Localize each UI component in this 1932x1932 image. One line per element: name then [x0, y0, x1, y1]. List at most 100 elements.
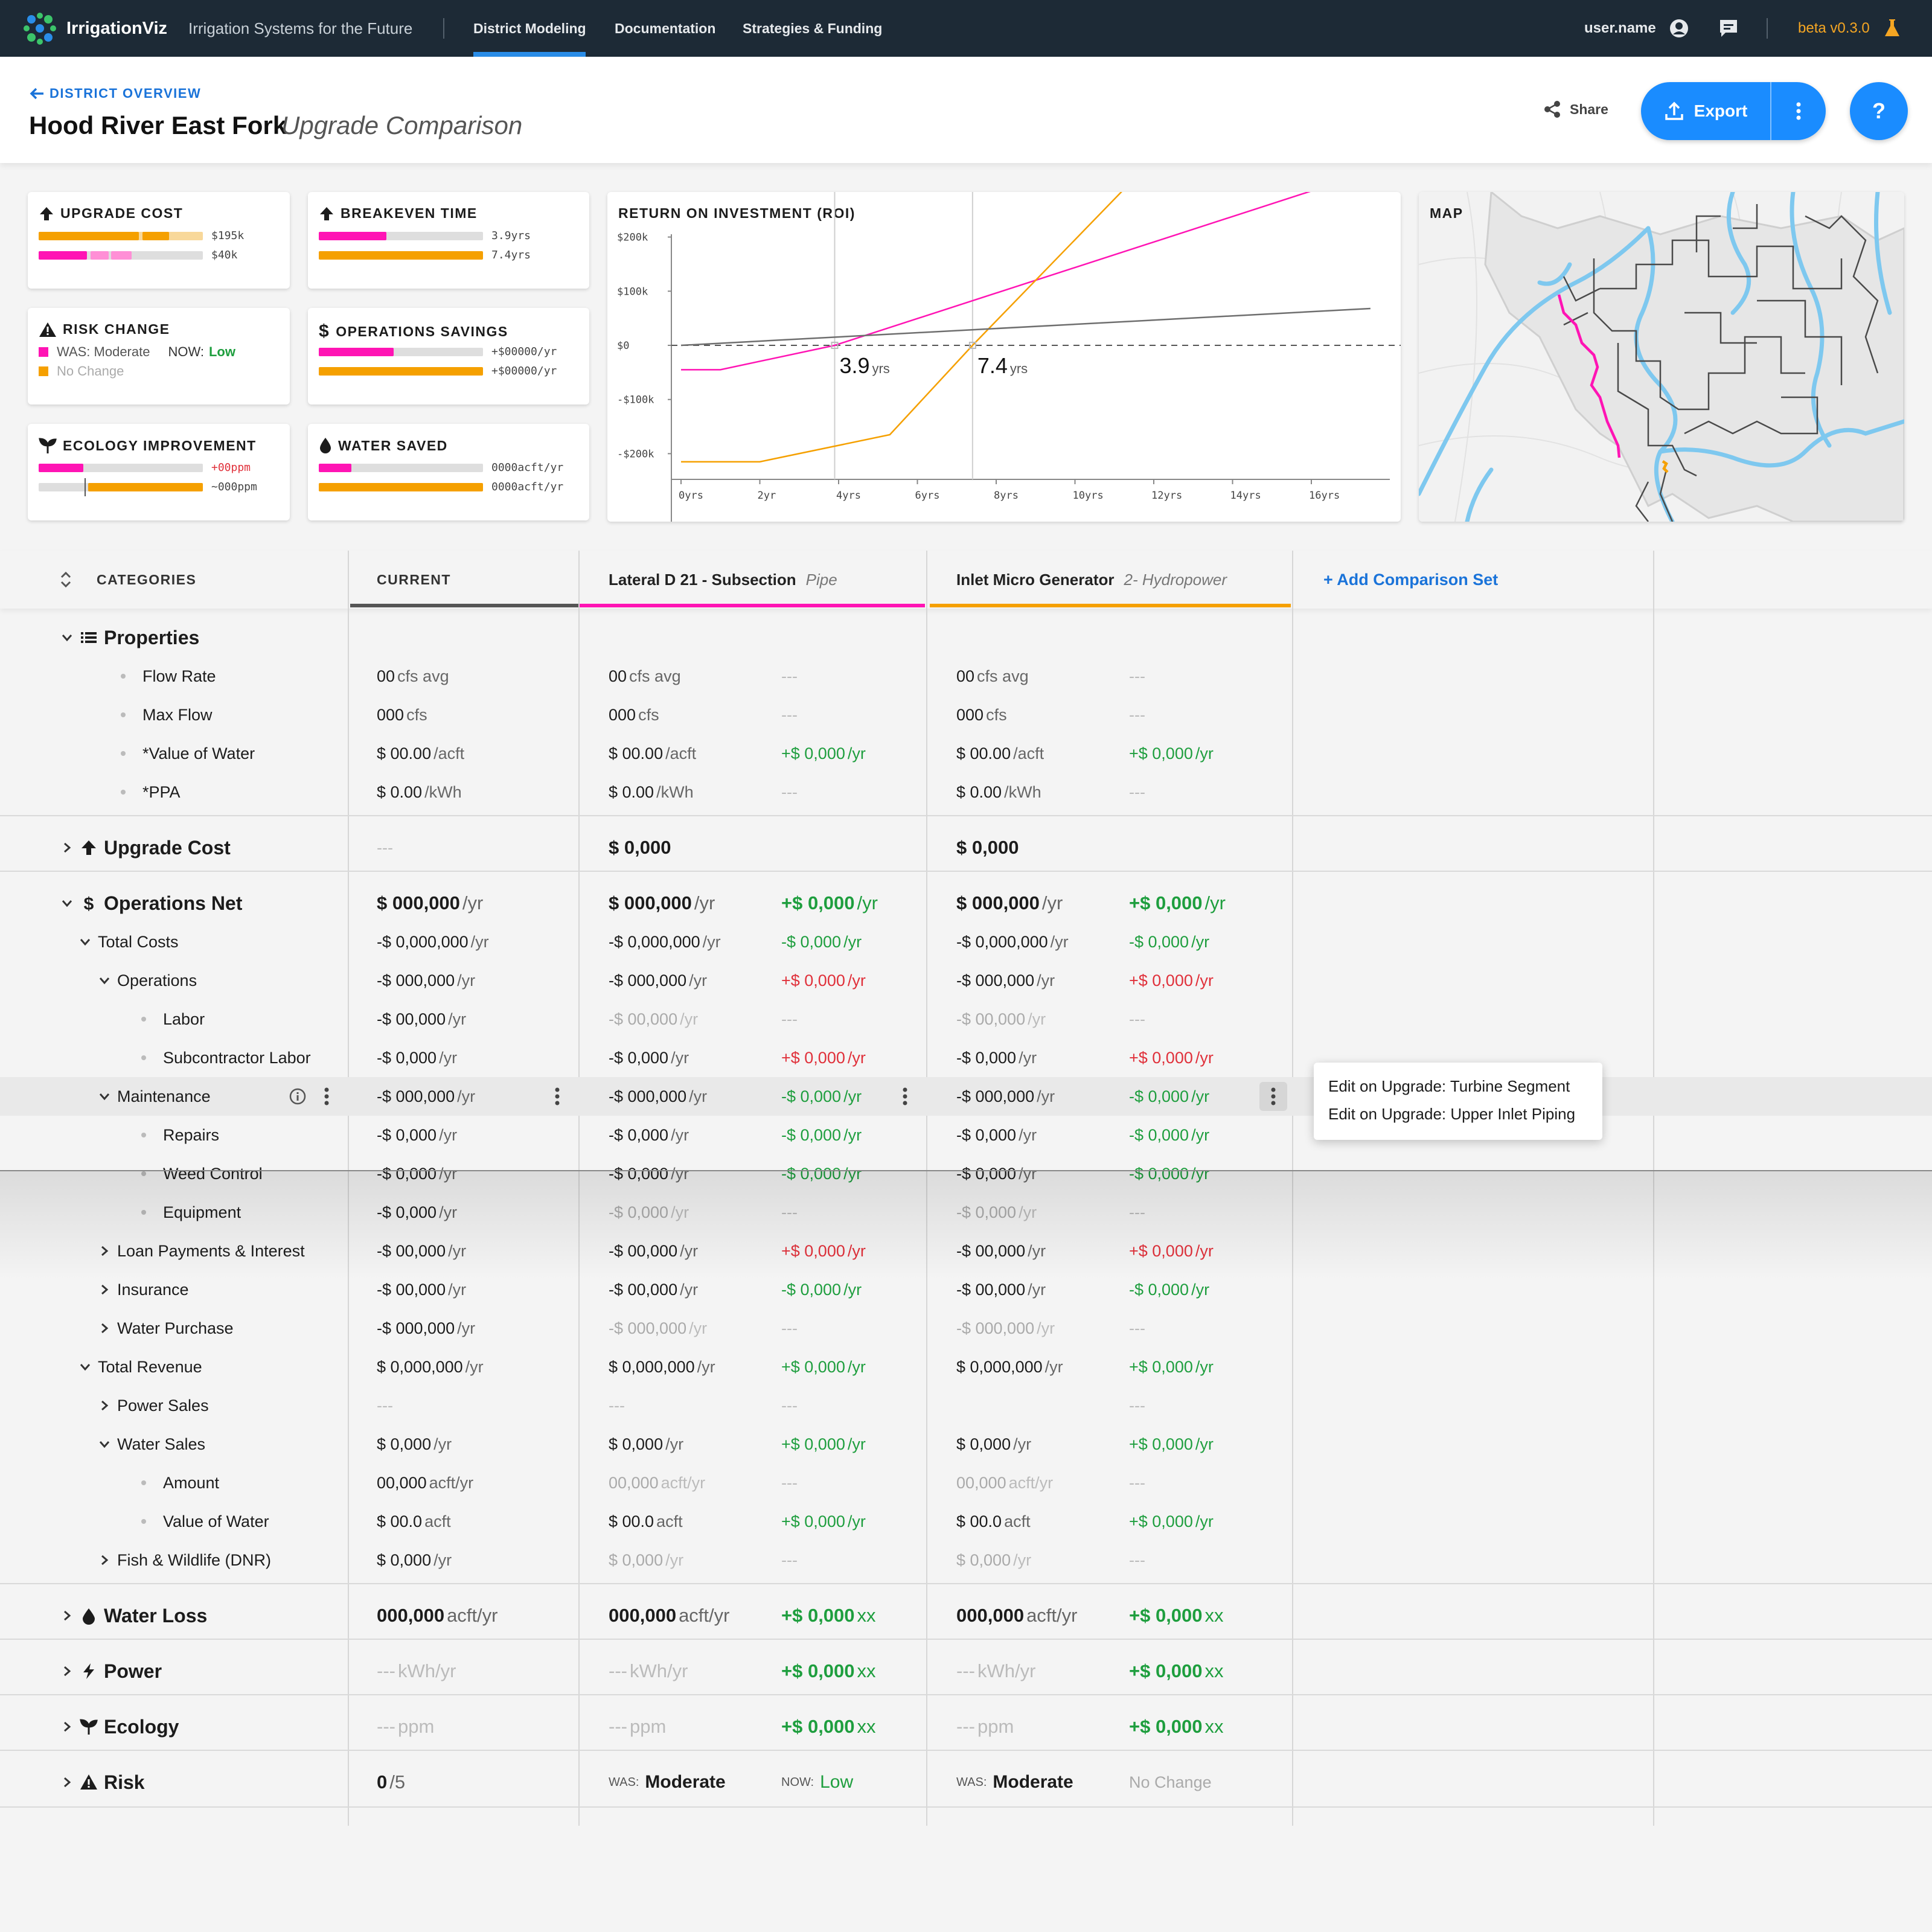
- x-tick-label: 4yrs: [836, 490, 861, 502]
- set1-delta: ---: [781, 1541, 798, 1579]
- app-brand-name[interactable]: IrrigationViz: [66, 18, 168, 38]
- operations-savings-card[interactable]: $ OPERATIONS SAVINGS +$00000/yr +$00000/…: [308, 308, 589, 405]
- value-unit: /yr: [843, 1125, 862, 1144]
- roi-chart-card[interactable]: RETURN ON INVESTMENT (ROI) $200k $100k $0 -…: [607, 192, 1401, 522]
- table-row-amount[interactable]: Amount 00,000 acft/yr 00,000 acft/yr --- 00,00…: [0, 1463, 1932, 1502]
- feedback-chat-icon[interactable]: [1718, 18, 1739, 39]
- table-row-labor[interactable]: Labor -$ 00,000/yr -$ 00,000/yr --- -$ 00,00…: [0, 1000, 1932, 1038]
- export-more-options-button[interactable]: [1771, 82, 1826, 140]
- row-more-options-button[interactable]: [324, 1077, 330, 1116]
- row-more-options-button[interactable]: [902, 1077, 908, 1116]
- chevron-right-icon[interactable]: [98, 1553, 111, 1567]
- table-row-max-flow[interactable]: Max Flow 000 cfs 000 cfs --- 000 cfs ---: [0, 696, 1932, 734]
- share-button[interactable]: Share: [1543, 100, 1608, 118]
- row-more-options-button[interactable]: [554, 1077, 560, 1116]
- chevron-down-icon[interactable]: [78, 935, 92, 948]
- irrigationviz-logo-icon[interactable]: [23, 11, 57, 46]
- info-icon[interactable]: [289, 1077, 307, 1116]
- chevron-down-icon[interactable]: [60, 631, 74, 644]
- table-row-power[interactable]: Power --- kWh/yr --- kWh/yr +$ 0,000 xx --- kWh/…: [0, 1652, 1932, 1690]
- nav-active-indicator: [473, 52, 586, 57]
- table-row-risk[interactable]: Risk 0/5 WAS: Moderate NOW: Low WAS: Moderate No…: [0, 1763, 1932, 1802]
- table-row-value-of-water[interactable]: Value of Water $ 00.0 acft $ 00.0 acft +$ 0,0…: [0, 1502, 1932, 1541]
- value-number: +$ 0,000: [781, 892, 855, 913]
- table-row-repairs[interactable]: Repairs -$ 0,000/yr -$ 0,000/yr -$ 0,000/yr…: [0, 1116, 1932, 1154]
- beta-version-label[interactable]: beta v0.3.0: [1798, 20, 1870, 36]
- table-row-power-sales[interactable]: Power Sales --- --- --- ---: [0, 1386, 1932, 1425]
- table-row-weed-control[interactable]: Weed Control -$ 0,000/yr -$ 0,000/yr -$ 0,0…: [0, 1154, 1932, 1193]
- value-text: ---: [781, 667, 798, 685]
- chevron-right-icon[interactable]: [60, 1776, 74, 1789]
- back-to-district-overview-link[interactable]: DISTRICT OVERVIEW: [29, 86, 201, 101]
- chevron-right-icon[interactable]: [98, 1244, 111, 1258]
- table-row-loan-payments-interest[interactable]: Loan Payments & Interest -$ 00,000/yr -$ 0…: [0, 1232, 1932, 1270]
- chevron-down-icon[interactable]: [98, 1090, 111, 1103]
- chevron-down-icon[interactable]: [60, 897, 74, 910]
- table-row-total-costs[interactable]: Total Costs -$ 0,000,000/yr -$ 0,000,000/y…: [0, 923, 1932, 961]
- comparison-set-2-header[interactable]: Inlet Micro Generator 2- Hydropower: [956, 551, 1227, 609]
- table-row-equipment[interactable]: Equipment -$ 0,000/yr -$ 0,000/yr --- -$ 0,0…: [0, 1193, 1932, 1232]
- table-row-ppa[interactable]: *PPA $ 0.00/kWh $ 0.00/kWh --- $ 0.00/kWh ---: [0, 773, 1932, 811]
- set2-value: -$ 000,000/yr: [956, 1309, 1055, 1348]
- x-tick-label: 10yrs: [1073, 490, 1104, 502]
- nav-documentation[interactable]: Documentation: [615, 20, 716, 36]
- nav-district-modeling[interactable]: District Modeling: [473, 20, 586, 36]
- chevron-right-icon[interactable]: [60, 1665, 74, 1678]
- user-name[interactable]: user.name: [1584, 20, 1656, 36]
- breakeven-time-card[interactable]: BREAKEVEN TIME 3.9yrs 7.4yrs: [308, 192, 589, 289]
- table-row-total-revenue[interactable]: Total Revenue $ 0,000,000/yr $ 0,000,000/y…: [0, 1348, 1932, 1386]
- chevron-down-glyph: [99, 1441, 110, 1448]
- table-row-operations[interactable]: Operations -$ 000,000/yr -$ 000,000/yr +$ 0…: [0, 961, 1932, 1000]
- chevron-right-icon[interactable]: [60, 841, 74, 854]
- section-divider: [0, 871, 1932, 872]
- user-account-icon[interactable]: [1669, 18, 1689, 39]
- table-row-water-purchase[interactable]: Water Purchase -$ 000,000/yr -$ 000,000/yr…: [0, 1309, 1932, 1348]
- roi-line-chart[interactable]: $200k $100k $0 -$100k -$200k 0yrs 2yr 4yrs 6yrs 8…: [607, 192, 1401, 522]
- value-number: $ 0,000,000: [956, 1357, 1043, 1376]
- edit-turbine-segment-menu-item[interactable]: Edit on Upgrade: Turbine Segment: [1328, 1077, 1570, 1095]
- add-comparison-set-button[interactable]: + Add Comparison Set: [1323, 570, 1499, 589]
- upgrade-cost-bar-1b: [142, 232, 169, 240]
- value-number: $ 000,000: [956, 892, 1040, 913]
- edit-upper-inlet-piping-menu-item[interactable]: Edit on Upgrade: Upper Inlet Piping: [1328, 1105, 1576, 1123]
- chevron-right-icon[interactable]: [98, 1399, 111, 1412]
- row-more-options-button-active[interactable]: [1259, 1082, 1287, 1111]
- nav-strategies-funding[interactable]: Strategies & Funding: [743, 20, 883, 36]
- value-number: +$ 0,000: [781, 1435, 845, 1453]
- table-row-water-loss[interactable]: Water Loss 000,000 acft/yr 000,000 acft/yr +$…: [0, 1596, 1932, 1635]
- table-row-upgrade-cost[interactable]: Upgrade Cost --- $ 0,000 $ 0,000: [0, 828, 1932, 867]
- current-column-header[interactable]: CURRENT: [377, 571, 451, 587]
- chevron-right-icon[interactable]: [60, 1720, 74, 1733]
- help-button[interactable]: ?: [1850, 82, 1908, 140]
- table-row-ecology[interactable]: Ecology --- ppm --- ppm +$ 0,000 xx --- ppm +$ 0,…: [0, 1707, 1932, 1746]
- table-row-operations-net[interactable]: $ Operations Net $ 000,000/yr $ 000,000/yr +…: [0, 884, 1932, 923]
- district-map[interactable]: [1419, 192, 1904, 522]
- table-row-fish-wildlife-dnr[interactable]: Fish & Wildlife (DNR) $ 0,000/yr $ 0,000/y…: [0, 1541, 1932, 1579]
- sort-toggle-button[interactable]: [59, 551, 72, 609]
- comparison-set-1-header[interactable]: Lateral D 21 - Subsection Pipe: [609, 551, 837, 609]
- value-text: ---: [781, 1550, 798, 1569]
- categories-column-header[interactable]: CATEGORIES: [97, 571, 197, 587]
- chevron-down-icon[interactable]: [98, 974, 111, 987]
- district-map-card[interactable]: MAP: [1419, 192, 1904, 522]
- breakeven-value-2: 7.4yrs: [491, 249, 531, 261]
- chevron-right-icon[interactable]: [60, 1609, 74, 1622]
- water-saved-card[interactable]: WATER SAVED 0000acft/yr 0000acft/yr: [308, 424, 589, 520]
- table-row-insurance[interactable]: Insurance -$ 00,000/yr -$ 00,000/yr -$ 0,00…: [0, 1270, 1932, 1309]
- chevron-right-icon[interactable]: [98, 1283, 111, 1296]
- table-row-subcontractor-labor[interactable]: Subcontractor Labor -$ 0,000/yr -$ 0,000/y…: [0, 1038, 1932, 1077]
- chevron-right-icon[interactable]: [98, 1322, 111, 1335]
- ecology-improvement-card[interactable]: ECOLOGY IMPROVEMENT +00ppm ~000ppm: [28, 424, 290, 520]
- risk-change-card[interactable]: RISK CHANGE WAS: Moderate NOW: Low No Ch…: [28, 308, 290, 405]
- table-row-maintenance[interactable]: Maintenance -$ 000,000/yr -$ 000,000/yr -$ …: [0, 1077, 1932, 1116]
- table-row-water-sales[interactable]: Water Sales $ 0,000/yr $ 0,000/yr +$ 0,000/…: [0, 1425, 1932, 1463]
- export-button[interactable]: Export: [1641, 82, 1771, 140]
- table-row-value-of-water[interactable]: *Value of Water $ 00.00/acft $ 00.00/acft +…: [0, 734, 1932, 773]
- warning-icon: [39, 322, 56, 337]
- chevron-down-icon[interactable]: [98, 1438, 111, 1451]
- chevron-down-icon[interactable]: [78, 1360, 92, 1374]
- upgrade-cost-card[interactable]: UPGRADE COST $195k $40k: [28, 192, 290, 289]
- table-row-properties[interactable]: Properties: [0, 618, 1932, 657]
- category-cell: Subcontractor Labor: [118, 1038, 311, 1077]
- table-row-flow-rate[interactable]: Flow Rate 00 cfs avg 00 cfs avg --- 00 cfs avg -…: [0, 657, 1932, 696]
